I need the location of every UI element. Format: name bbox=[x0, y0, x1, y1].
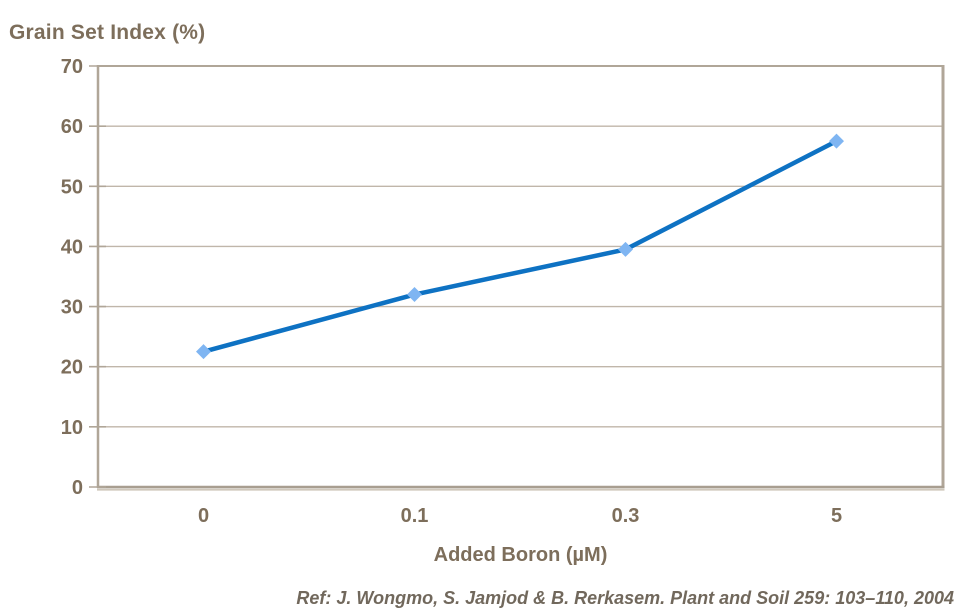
reference-citation: Ref: J. Wongmo, S. Jamjod & B. Rerkasem.… bbox=[296, 588, 954, 608]
x-axis-title: Added Boron (µM) bbox=[433, 544, 608, 566]
chart-title: Grain Set Index (%) bbox=[9, 21, 206, 44]
x-axis-tick-label: 0 bbox=[198, 505, 209, 527]
y-axis-tick-label: 60 bbox=[61, 116, 83, 138]
y-axis-tick-label: 40 bbox=[61, 236, 83, 258]
data-point-marker bbox=[407, 287, 422, 303]
y-axis-tick-label: 70 bbox=[61, 56, 83, 78]
y-axis-tick-label: 10 bbox=[61, 417, 83, 439]
x-axis-tick-label: 0.1 bbox=[401, 505, 429, 527]
y-axis-tick-label: 0 bbox=[72, 477, 83, 499]
y-axis-tick-label: 20 bbox=[61, 357, 83, 379]
y-axis-tick-label: 30 bbox=[61, 297, 83, 319]
x-axis-tick-label: 5 bbox=[831, 505, 842, 527]
data-point-marker bbox=[829, 133, 844, 149]
y-axis-tick-label: 50 bbox=[61, 176, 83, 198]
x-axis-tick-label: 0.3 bbox=[612, 505, 640, 527]
series-line bbox=[201, 138, 839, 354]
data-point-marker bbox=[196, 344, 211, 360]
data-point-marker bbox=[618, 241, 633, 257]
